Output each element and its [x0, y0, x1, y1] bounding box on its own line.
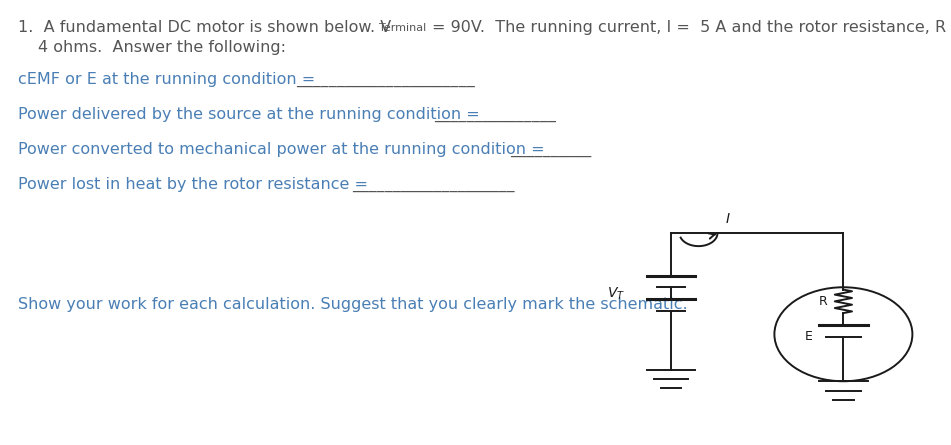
Text: R: R — [818, 295, 827, 308]
Text: Power lost in heat by the rotor resistance =: Power lost in heat by the rotor resistan… — [18, 177, 373, 192]
Text: Power converted to mechanical power at the running condition =: Power converted to mechanical power at t… — [18, 142, 550, 157]
Text: Terminal: Terminal — [379, 23, 426, 33]
Text: = 90V.  The running current, I =  5 A and the rotor resistance, R =: = 90V. The running current, I = 5 A and … — [432, 20, 951, 35]
Text: I: I — [727, 212, 730, 226]
Text: __________: __________ — [510, 142, 592, 157]
Text: ____________________: ____________________ — [352, 177, 514, 192]
Text: E: E — [805, 330, 812, 343]
Text: cEMF or E at the running condition =: cEMF or E at the running condition = — [18, 72, 320, 87]
Text: ______________________: ______________________ — [296, 72, 475, 87]
Text: 1.  A fundamental DC motor is shown below. V: 1. A fundamental DC motor is shown below… — [18, 20, 391, 35]
Text: 4 ohms.  Answer the following:: 4 ohms. Answer the following: — [38, 40, 286, 55]
Text: _______________: _______________ — [434, 107, 556, 122]
Text: Power delivered by the source at the running condition =: Power delivered by the source at the run… — [18, 107, 485, 122]
Text: Show your work for each calculation. Suggest that you clearly mark the schematic: Show your work for each calculation. Sug… — [18, 297, 688, 312]
Text: $V_T$: $V_T$ — [607, 286, 625, 303]
